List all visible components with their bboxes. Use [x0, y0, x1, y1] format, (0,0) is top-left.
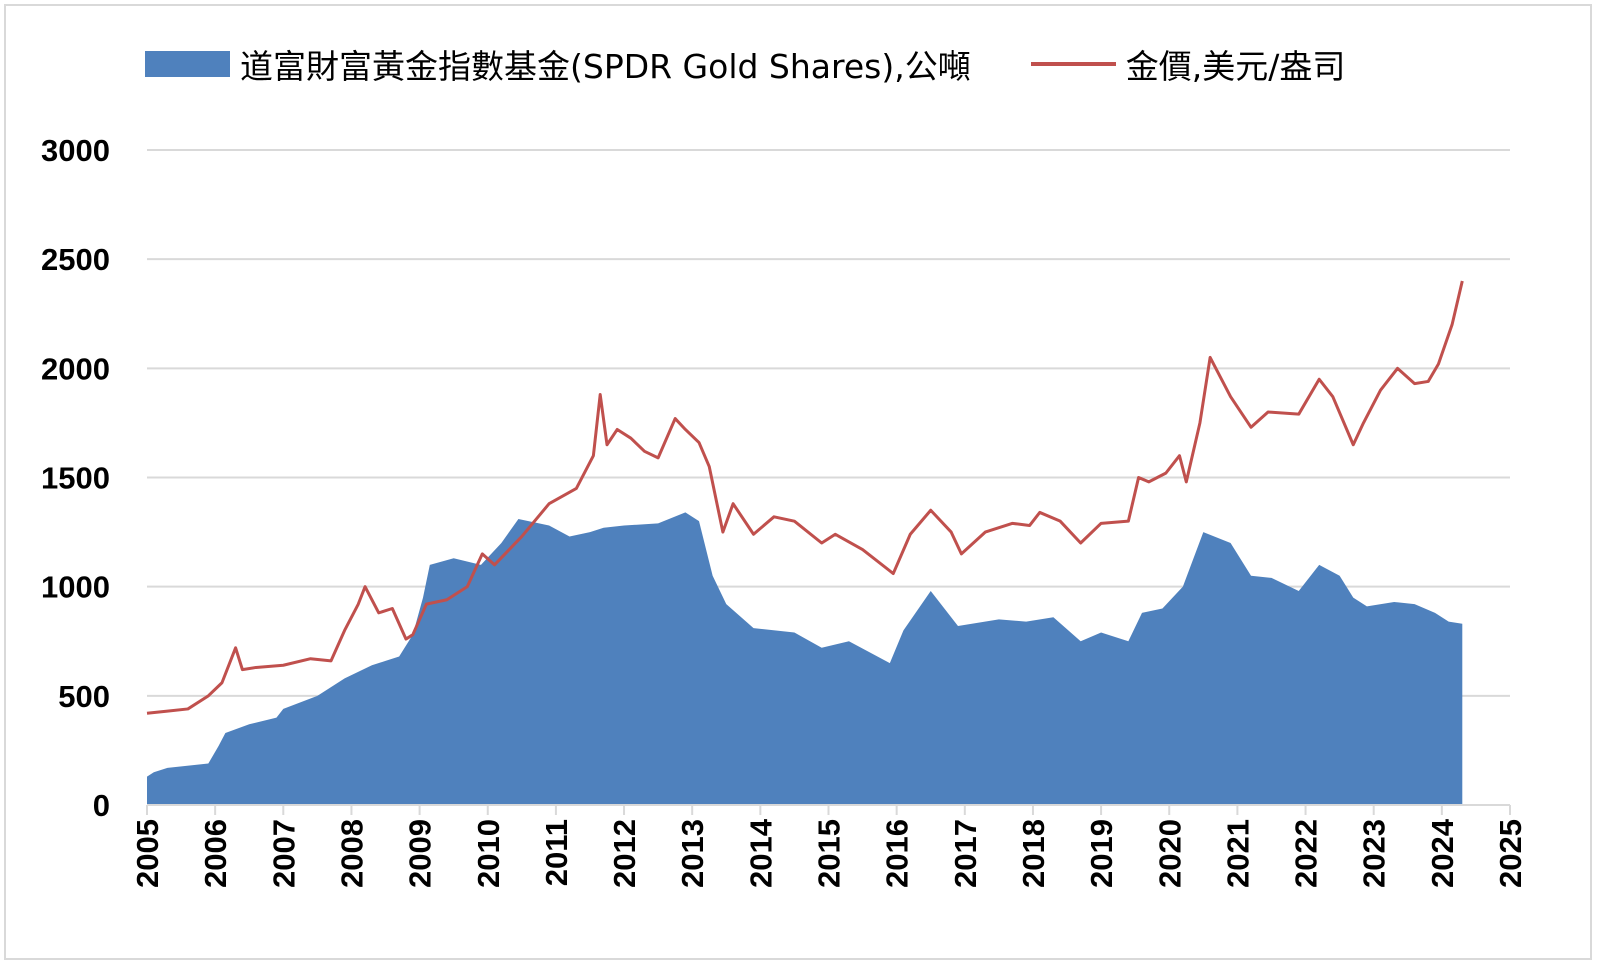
x-tick-label: 2011: [539, 819, 574, 886]
y-tick-label: 1500: [41, 461, 110, 496]
x-tick-label: 2012: [607, 819, 642, 888]
y-tick-label: 0: [93, 788, 110, 823]
x-tick-label: 2007: [266, 819, 301, 888]
x-tick-label: 2008: [334, 819, 369, 888]
legend-label-gold: 金價,美元/盎司: [1125, 47, 1346, 86]
x-tick-label: 2010: [471, 819, 506, 888]
x-tick-label: 2009: [403, 819, 438, 888]
x-tick-label: 2016: [880, 819, 915, 888]
y-tick-label: 2000: [41, 351, 110, 386]
x-tick-label: 2021: [1220, 819, 1255, 888]
x-tick-label: 2020: [1152, 819, 1187, 888]
x-tick-label: 2005: [130, 819, 165, 888]
legend: 道富財富黃金指數基金(SPDR Gold Shares),公噸 金價,美元/盎司: [145, 40, 1345, 88]
y-tick-label: 1000: [41, 570, 110, 605]
x-tick-label: 2025: [1493, 819, 1528, 888]
x-tick-label: 2014: [743, 818, 778, 888]
chart-frame: [4, 4, 1592, 960]
legend-label-etf: 道富財富黃金指數基金(SPDR Gold Shares),公噸: [240, 47, 971, 86]
x-tick-label: 2019: [1084, 819, 1119, 888]
y-tick-label: 500: [58, 679, 110, 714]
y-tick-label: 2500: [41, 242, 110, 277]
legend-swatch-gold: [1030, 62, 1116, 66]
x-tick-label: 2018: [1016, 819, 1051, 888]
x-tick-label: 2017: [948, 819, 983, 888]
legend-swatch-etf: [145, 51, 230, 77]
x-tick-label: 2024: [1425, 818, 1460, 888]
etf-holdings-area: [147, 512, 1463, 805]
x-tick-label: 2022: [1289, 819, 1324, 888]
gold-price-line: [146, 280, 1464, 715]
x-tick-label: 2023: [1357, 819, 1392, 888]
x-tick-label: 2006: [198, 819, 233, 888]
y-tick-label: 3000: [41, 133, 110, 168]
x-tick-label: 2015: [812, 819, 847, 888]
x-tick-label: 2013: [675, 819, 710, 888]
